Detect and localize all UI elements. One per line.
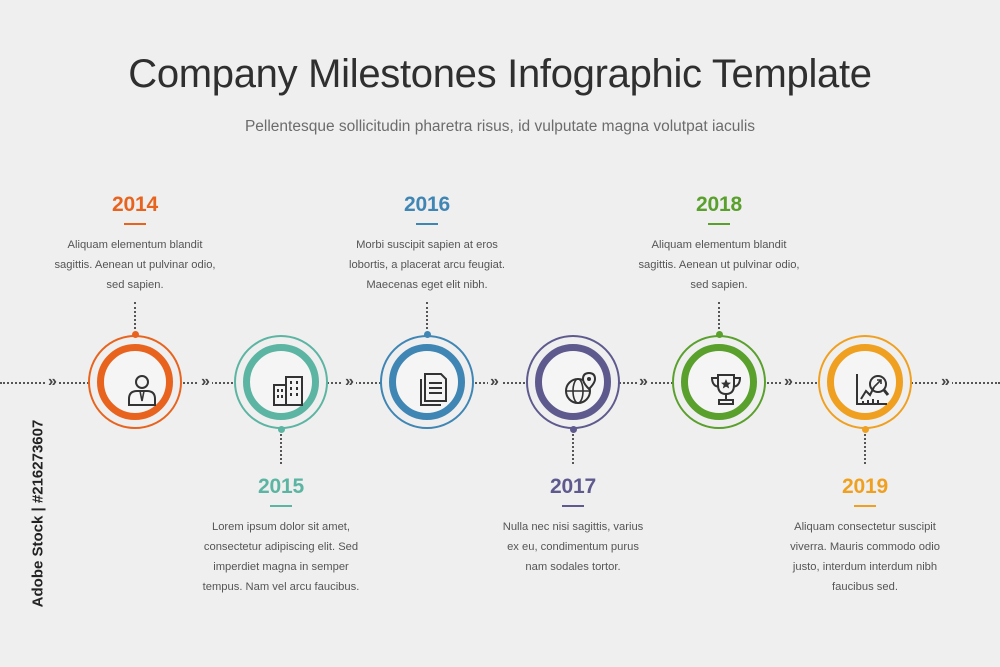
description-line: Nulla nec nisi sagittis, varius [502, 521, 644, 533]
description-line: imperdiet magna in semper [213, 561, 349, 573]
description-line: sed sapien. [690, 279, 748, 291]
chevron-arrow-icon: » [343, 373, 356, 391]
milestone-2018-underline [708, 223, 730, 225]
milestone-2014-year: 2014 [112, 193, 158, 216]
milestone-2016-underline [416, 223, 438, 225]
buildings-icon [273, 376, 303, 406]
description-line: Maecenas eget elit nibh. [366, 279, 488, 291]
milestone-2019-year: 2019 [842, 475, 888, 498]
milestone-2016-year: 2016 [404, 193, 450, 216]
milestone-2014-description: Aliquam elementum blandit sagittis. Aenea… [45, 235, 225, 295]
description-line: justo, interdum interdum nibh [792, 561, 938, 573]
milestone-2015-circle [234, 335, 328, 429]
milestone-2017-year: 2017 [550, 475, 596, 498]
globe-pin-icon [565, 371, 597, 404]
milestone-2016-circle [380, 335, 474, 429]
description-line: nam sodales tortor. [525, 561, 621, 573]
page-title: Company Milestones Infographic Template [128, 52, 872, 96]
milestone-2019-circle [818, 335, 912, 429]
milestone-2018-circle [672, 335, 766, 429]
milestone-2015-connector-line [280, 434, 282, 464]
trophy-icon [710, 374, 742, 405]
milestone-2014-underline [124, 223, 146, 225]
milestone-2018-connector-line [718, 302, 720, 329]
milestone-2015-description: Lorem ipsum dolor sit amet, consectetur a… [191, 517, 371, 597]
milestone-2016-text-block: 2016 Morbi suscipit sapien at eros loborti… [337, 193, 517, 295]
milestone-2014-text-block: 2014 Aliquam elementum blandit sagittis. A… [45, 193, 225, 295]
milestone-2018-description: Aliquam elementum blandit sagittis. Aenea… [629, 235, 809, 295]
description-line: Aliquam consectetur suscipit [794, 521, 936, 533]
milestone-2017-text-block: 2017 Nulla nec nisi sagittis, varius ex eu… [483, 475, 663, 577]
chevron-arrow-icon: » [637, 373, 650, 391]
description-line: Aliquam elementum blandit [67, 239, 203, 251]
milestone-2019-underline [854, 505, 876, 507]
page-subtitle: Pellentesque sollicitudin pharetra risus… [244, 118, 756, 135]
milestone-2017-connector-line [572, 434, 574, 464]
milestone-2019-connector-dot [861, 426, 869, 433]
milestone-2015-underline [270, 505, 292, 507]
milestone-2017-circle [526, 335, 620, 429]
description-line: Aliquam elementum blandit [651, 239, 787, 251]
chevron-arrow-icon: » [939, 373, 952, 391]
milestone-2016-inner-ring [389, 344, 465, 420]
milestone-2019-description: Aliquam consectetur suscipit viverra. Mau… [775, 517, 955, 597]
description-line: sagittis. Aenean ut pulvinar odio, [638, 259, 800, 271]
milestone-2015-year: 2015 [258, 475, 304, 498]
milestone-2018-year: 2018 [696, 193, 742, 216]
milestone-2016-connector-line [426, 302, 428, 329]
milestone-2018-text-block: 2018 Aliquam elementum blandit sagittis. A… [629, 193, 809, 295]
description-line: sagittis. Aenean ut pulvinar odio, [54, 259, 216, 271]
milestone-2019-connector-line [864, 434, 866, 464]
chevron-arrow-icon: » [782, 373, 795, 391]
milestone-2016-description: Morbi suscipit sapien at eros lobortis, a… [337, 235, 517, 295]
milestone-2014-inner-ring [97, 344, 173, 420]
milestone-2019-inner-ring [827, 344, 903, 420]
milestone-2014-connector-dot [131, 331, 139, 338]
chevron-arrow-icon: » [46, 373, 59, 391]
milestone-2015-text-block: 2015 Lorem ipsum dolor sit amet, consectet… [191, 475, 371, 597]
chevron-arrow-icon: » [199, 373, 212, 391]
description-line: Lorem ipsum dolor sit amet, [211, 521, 351, 533]
description-line: sed sapien. [106, 279, 164, 291]
person-icon [128, 375, 156, 406]
side-stock-id: Adobe Stock | #216273607 [29, 419, 47, 608]
milestone-2014-circle [88, 335, 182, 429]
description-line: lobortis, a placerat arcu feugiat. [348, 259, 506, 271]
milestone-2017-underline [562, 505, 584, 507]
description-line: Morbi suscipit sapien at eros [356, 239, 498, 251]
milestone-2016-connector-dot [423, 331, 431, 338]
milestone-2015-connector-dot [277, 426, 285, 433]
description-line: tempus. Nam vel arcu faucibus. [202, 581, 360, 593]
milestone-2018-inner-ring [681, 344, 757, 420]
milestone-2017-connector-dot [569, 426, 577, 433]
milestone-2014-connector-line [134, 302, 136, 329]
documents-icon [420, 373, 447, 406]
chart-magnifier-icon [856, 374, 890, 405]
description-line: faucibus sed. [832, 581, 898, 593]
description-line: ex eu, condimentum purus [507, 541, 639, 553]
milestone-2017-inner-ring [535, 344, 611, 420]
description-line: viverra. Mauris commodo odio [790, 541, 940, 553]
chevron-arrow-icon: » [488, 373, 501, 391]
milestone-2017-description: Nulla nec nisi sagittis, varius ex eu, co… [483, 517, 663, 577]
milestone-2018-connector-dot [715, 331, 723, 338]
description-line: consectetur adipiscing elit. Sed [203, 541, 359, 553]
milestone-2019-text-block: 2019 Aliquam consectetur suscipit viverra.… [775, 475, 955, 597]
milestone-2015-inner-ring [243, 344, 319, 420]
